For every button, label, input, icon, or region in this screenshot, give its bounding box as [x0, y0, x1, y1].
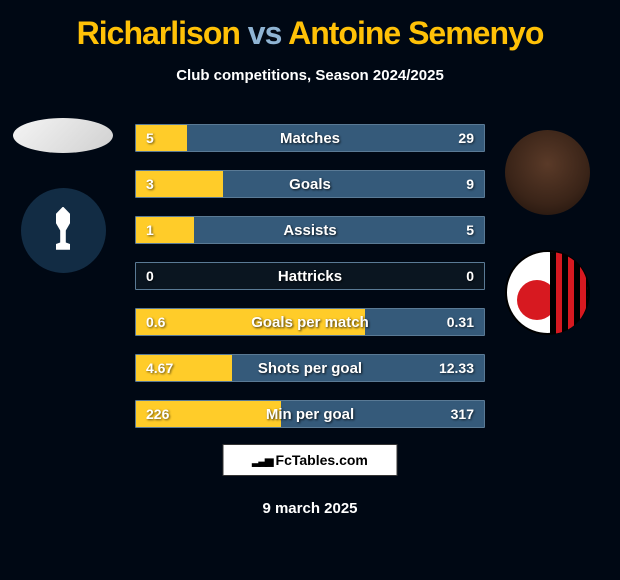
- right-column: [492, 130, 602, 335]
- stat-value-left: 4.67: [146, 360, 173, 376]
- stat-label: Goals per match: [251, 314, 369, 331]
- stats-bars: 5 29 Matches 3 9 Goals 1 5 Assists 0 0 Hattricks 0.6…: [135, 124, 485, 428]
- player1-name: Richarlison: [77, 15, 240, 51]
- club2-crest: [505, 250, 590, 335]
- stat-row: 5 29 Matches: [135, 124, 485, 152]
- stat-label: Goals: [289, 176, 331, 193]
- stat-row: 3 9 Goals: [135, 170, 485, 198]
- stat-value-right: 317: [451, 406, 474, 422]
- stat-row: 0 0 Hattricks: [135, 262, 485, 290]
- stat-label: Shots per goal: [258, 360, 362, 377]
- bar-fill-left: [136, 217, 194, 243]
- stat-value-right: 0: [466, 268, 474, 284]
- player2-name: Antoine Semenyo: [288, 15, 543, 51]
- stat-value-right: 12.33: [439, 360, 474, 376]
- stat-label: Min per goal: [266, 406, 354, 423]
- stat-value-right: 5: [466, 222, 474, 238]
- stat-value-left: 0.6: [146, 314, 165, 330]
- stat-row: 4.67 12.33 Shots per goal: [135, 354, 485, 382]
- vs-text: vs: [248, 15, 282, 51]
- stat-value-left: 3: [146, 176, 154, 192]
- left-column: [8, 118, 118, 273]
- stat-value-left: 1: [146, 222, 154, 238]
- stat-value-right: 29: [458, 130, 474, 146]
- player1-photo: [13, 118, 113, 153]
- fctables-icon: ▂▃▅: [252, 454, 271, 467]
- bar-fill-right: [223, 171, 484, 197]
- stat-label: Assists: [283, 222, 336, 239]
- player2-photo: [505, 130, 590, 215]
- stat-label: Hattricks: [278, 268, 342, 285]
- stat-value-left: 5: [146, 130, 154, 146]
- stat-label: Matches: [280, 130, 340, 147]
- bar-fill-right: [194, 217, 484, 243]
- club1-crest: [21, 188, 106, 273]
- stat-row: 1 5 Assists: [135, 216, 485, 244]
- bar-fill-left: [136, 125, 187, 151]
- stat-value-right: 0.31: [447, 314, 474, 330]
- page-title: Richarlison vs Antoine Semenyo: [0, 15, 620, 52]
- date-label: 9 march 2025: [262, 500, 357, 517]
- fctables-watermark: ▂▃▅ FcTables.com: [223, 444, 398, 476]
- stat-value-left: 0: [146, 268, 154, 284]
- stat-value-right: 9: [466, 176, 474, 192]
- subtitle: Club competitions, Season 2024/2025: [0, 67, 620, 84]
- stat-value-left: 226: [146, 406, 169, 422]
- fctables-label: FcTables.com: [276, 452, 368, 468]
- stat-row: 0.6 0.31 Goals per match: [135, 308, 485, 336]
- stat-row: 226 317 Min per goal: [135, 400, 485, 428]
- comparison-card: Richarlison vs Antoine Semenyo Club comp…: [0, 0, 620, 580]
